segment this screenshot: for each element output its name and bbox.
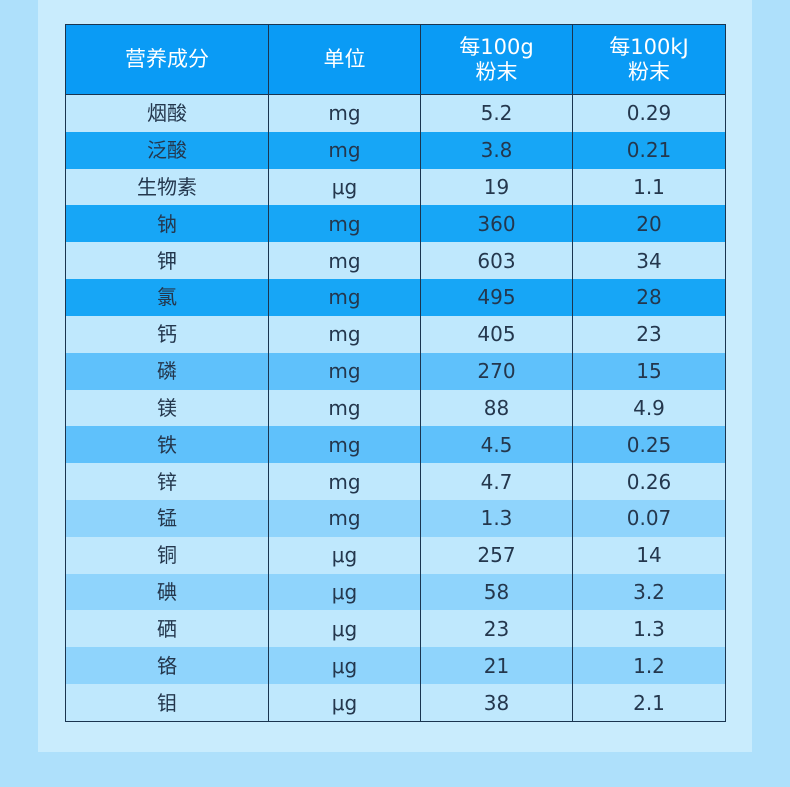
nutrient-cell: 磷 xyxy=(65,352,269,390)
header-nutrient: 营养成分 xyxy=(65,24,269,95)
nutrient-cell: 铬 xyxy=(65,647,269,685)
table-row: 硒 μg 23 1.3 xyxy=(65,610,726,648)
per-100kj-cell: 28 xyxy=(572,279,726,316)
table-body: 烟酸 mg 5.2 0.29 泛酸 mg 3.8 0.21 生物素 μg 19 1.1 钠 mg 360 20… xyxy=(65,94,726,722)
per-100kj-cell: 1.1 xyxy=(572,168,726,206)
nutrient-cell: 泛酸 xyxy=(65,131,269,169)
per-100kj-cell: 23 xyxy=(572,315,726,353)
nutrient-cell: 铜 xyxy=(65,536,269,574)
header-nutrient-label: 营养成分 xyxy=(125,47,209,71)
unit-cell: mg xyxy=(268,131,421,169)
per-100g-cell: 495 xyxy=(420,279,573,316)
table-row: 镁 mg 88 4.9 xyxy=(65,389,726,427)
table-row: 生物素 μg 19 1.1 xyxy=(65,168,726,206)
table-row: 磷 mg 270 15 xyxy=(65,352,726,390)
table-row: 铜 μg 257 14 xyxy=(65,536,726,574)
unit-cell: mg xyxy=(268,426,421,464)
per-100g-cell: 405 xyxy=(420,315,573,353)
unit-cell: μg xyxy=(268,573,421,611)
per-100g-cell: 603 xyxy=(420,242,573,280)
table-row: 钼 μg 38 2.1 xyxy=(65,684,726,722)
unit-cell: mg xyxy=(268,205,421,243)
nutrient-cell: 碘 xyxy=(65,573,269,611)
table-row: 锌 mg 4.7 0.26 xyxy=(65,463,726,500)
per-100kj-cell: 0.29 xyxy=(572,94,726,132)
per-100g-cell: 270 xyxy=(420,352,573,390)
nutrient-cell: 镁 xyxy=(65,389,269,427)
per-100g-cell: 21 xyxy=(420,647,573,685)
unit-cell: μg xyxy=(268,168,421,206)
table-row: 铁 mg 4.5 0.25 xyxy=(65,426,726,464)
nutrient-cell: 氯 xyxy=(65,279,269,316)
unit-cell: mg xyxy=(268,499,421,537)
per-100g-cell: 1.3 xyxy=(420,499,573,537)
table-header: 营养成分 单位 每100g 粉末 每100kJ 粉末 xyxy=(65,24,726,95)
per-100kj-cell: 3.2 xyxy=(572,573,726,611)
unit-cell: μg xyxy=(268,684,421,722)
per-100kj-cell: 0.26 xyxy=(572,463,726,500)
per-100g-cell: 3.8 xyxy=(420,131,573,169)
table-row: 氯 mg 495 28 xyxy=(65,279,726,316)
per-100kj-cell: 0.25 xyxy=(572,426,726,464)
nutrient-cell: 钾 xyxy=(65,242,269,280)
per-100g-cell: 360 xyxy=(420,205,573,243)
per-100kj-cell: 14 xyxy=(572,536,726,574)
table-row: 钠 mg 360 20 xyxy=(65,205,726,243)
per-100g-cell: 23 xyxy=(420,610,573,648)
per-100g-cell: 38 xyxy=(420,684,573,722)
per-100g-cell: 4.5 xyxy=(420,426,573,464)
nutrient-cell: 硒 xyxy=(65,610,269,648)
nutrient-cell: 锌 xyxy=(65,463,269,500)
header-unit: 单位 xyxy=(268,24,421,95)
table-row: 钙 mg 405 23 xyxy=(65,315,726,353)
header-per-100kj: 每100kJ 粉末 xyxy=(572,24,726,95)
header-per-100kj-line1: 每100kJ xyxy=(609,34,689,59)
per-100g-cell: 5.2 xyxy=(420,94,573,132)
header-per-100kj-line2: 粉末 xyxy=(628,59,670,84)
table-row: 碘 μg 58 3.2 xyxy=(65,573,726,611)
per-100g-cell: 58 xyxy=(420,573,573,611)
per-100kj-cell: 34 xyxy=(572,242,726,280)
nutrient-cell: 锰 xyxy=(65,499,269,537)
nutrition-table: 营养成分 单位 每100g 粉末 每100kJ 粉末 烟酸 mg 5.2 0.29 泛酸… xyxy=(65,24,726,722)
table-row: 铬 μg 21 1.2 xyxy=(65,647,726,685)
unit-cell: mg xyxy=(268,279,421,316)
per-100g-cell: 257 xyxy=(420,536,573,574)
nutrient-cell: 生物素 xyxy=(65,168,269,206)
nutrient-cell: 铁 xyxy=(65,426,269,464)
unit-cell: μg xyxy=(268,610,421,648)
header-row: 营养成分 单位 每100g 粉末 每100kJ 粉末 xyxy=(65,24,726,95)
unit-cell: mg xyxy=(268,389,421,427)
unit-cell: mg xyxy=(268,94,421,132)
per-100kj-cell: 2.1 xyxy=(572,684,726,722)
per-100g-cell: 4.7 xyxy=(420,463,573,500)
unit-cell: μg xyxy=(268,536,421,574)
nutrient-cell: 钙 xyxy=(65,315,269,353)
nutrient-cell: 钠 xyxy=(65,205,269,243)
per-100kj-cell: 15 xyxy=(572,352,726,390)
header-per-100g: 每100g 粉末 xyxy=(420,24,573,95)
table-row: 钾 mg 603 34 xyxy=(65,242,726,280)
header-per-100g-line2: 粉末 xyxy=(475,59,518,84)
unit-cell: mg xyxy=(268,315,421,353)
unit-cell: mg xyxy=(268,463,421,500)
unit-cell: mg xyxy=(268,352,421,390)
per-100kj-cell: 20 xyxy=(572,205,726,243)
per-100kj-cell: 0.21 xyxy=(572,131,726,169)
per-100kj-cell: 0.07 xyxy=(572,499,726,537)
nutrient-cell: 烟酸 xyxy=(65,94,269,132)
table-row: 烟酸 mg 5.2 0.29 xyxy=(65,94,726,132)
per-100kj-cell: 1.2 xyxy=(572,647,726,685)
header-per-100g-line1: 每100g xyxy=(459,34,534,59)
per-100kj-cell: 4.9 xyxy=(572,389,726,427)
table-row: 泛酸 mg 3.8 0.21 xyxy=(65,131,726,169)
header-unit-label: 单位 xyxy=(323,47,366,71)
per-100g-cell: 88 xyxy=(420,389,573,427)
unit-cell: mg xyxy=(268,242,421,280)
per-100g-cell: 19 xyxy=(420,168,573,206)
table-row: 锰 mg 1.3 0.07 xyxy=(65,499,726,537)
unit-cell: μg xyxy=(268,647,421,685)
nutrient-cell: 钼 xyxy=(65,684,269,722)
per-100kj-cell: 1.3 xyxy=(572,610,726,648)
